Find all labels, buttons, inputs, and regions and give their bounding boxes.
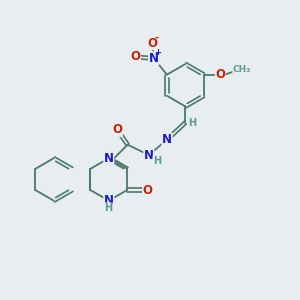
- Text: +: +: [154, 48, 161, 57]
- Text: -: -: [155, 33, 159, 43]
- Text: N: N: [144, 148, 154, 161]
- Text: H: H: [104, 203, 112, 213]
- Text: N: N: [149, 52, 159, 65]
- Text: O: O: [143, 184, 153, 196]
- Text: O: O: [147, 37, 157, 50]
- Text: N: N: [104, 194, 114, 207]
- Text: H: H: [153, 156, 161, 166]
- Text: N: N: [162, 133, 172, 146]
- Text: CH₃: CH₃: [233, 65, 251, 74]
- Text: H: H: [188, 118, 196, 128]
- Text: O: O: [130, 50, 140, 64]
- Text: O: O: [112, 124, 122, 136]
- Text: O: O: [215, 68, 226, 81]
- Text: N: N: [104, 152, 114, 165]
